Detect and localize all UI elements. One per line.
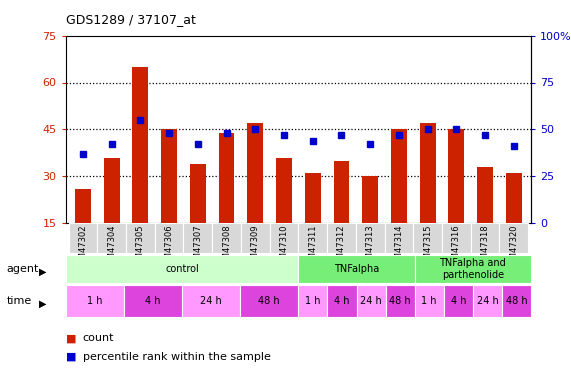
FancyBboxPatch shape xyxy=(298,285,327,317)
Text: 48 h: 48 h xyxy=(389,296,411,306)
Bar xyxy=(448,129,464,223)
Text: GSM47307: GSM47307 xyxy=(194,224,202,270)
Text: 24 h: 24 h xyxy=(360,296,382,306)
FancyBboxPatch shape xyxy=(270,223,298,253)
Text: ■: ■ xyxy=(66,333,76,343)
Text: TNFalpha: TNFalpha xyxy=(334,264,379,274)
FancyBboxPatch shape xyxy=(413,223,442,253)
FancyBboxPatch shape xyxy=(444,285,473,317)
Text: ▶: ▶ xyxy=(39,299,46,309)
FancyBboxPatch shape xyxy=(473,285,502,317)
Text: ■: ■ xyxy=(66,352,76,362)
FancyBboxPatch shape xyxy=(327,223,356,253)
Bar xyxy=(477,167,493,223)
FancyBboxPatch shape xyxy=(442,223,471,253)
FancyBboxPatch shape xyxy=(155,223,183,253)
Text: GSM47316: GSM47316 xyxy=(452,224,461,270)
Text: 24 h: 24 h xyxy=(200,296,222,306)
Text: 48 h: 48 h xyxy=(506,296,527,306)
Text: count: count xyxy=(83,333,114,343)
Bar xyxy=(506,173,522,223)
FancyBboxPatch shape xyxy=(500,223,528,253)
FancyBboxPatch shape xyxy=(182,285,240,317)
FancyBboxPatch shape xyxy=(415,255,531,283)
Text: GSM47314: GSM47314 xyxy=(395,224,403,270)
FancyBboxPatch shape xyxy=(502,285,531,317)
FancyBboxPatch shape xyxy=(298,255,415,283)
Text: 4 h: 4 h xyxy=(451,296,466,306)
FancyBboxPatch shape xyxy=(356,223,384,253)
Text: TNFalpha and
parthenolide: TNFalpha and parthenolide xyxy=(440,258,506,280)
Text: GSM47304: GSM47304 xyxy=(107,224,116,270)
FancyBboxPatch shape xyxy=(356,285,385,317)
Text: GSM47312: GSM47312 xyxy=(337,224,346,270)
Text: GDS1289 / 37107_at: GDS1289 / 37107_at xyxy=(66,13,195,26)
Text: time: time xyxy=(7,296,32,306)
FancyBboxPatch shape xyxy=(241,223,270,253)
Text: GSM47302: GSM47302 xyxy=(78,224,87,270)
Text: GSM47313: GSM47313 xyxy=(365,224,375,270)
Text: GSM47320: GSM47320 xyxy=(509,224,518,270)
FancyBboxPatch shape xyxy=(69,223,97,253)
FancyBboxPatch shape xyxy=(240,285,298,317)
Bar xyxy=(219,132,235,223)
Bar xyxy=(420,123,436,223)
FancyBboxPatch shape xyxy=(183,223,212,253)
Text: GSM47305: GSM47305 xyxy=(136,224,145,270)
FancyBboxPatch shape xyxy=(97,223,126,253)
FancyBboxPatch shape xyxy=(384,223,413,253)
Text: GSM47318: GSM47318 xyxy=(481,224,489,270)
FancyBboxPatch shape xyxy=(124,285,182,317)
Text: GSM47306: GSM47306 xyxy=(164,224,174,270)
FancyBboxPatch shape xyxy=(212,223,241,253)
FancyBboxPatch shape xyxy=(385,285,415,317)
Bar xyxy=(161,129,177,223)
Text: 4 h: 4 h xyxy=(334,296,349,306)
Bar xyxy=(305,173,320,223)
FancyBboxPatch shape xyxy=(298,223,327,253)
FancyBboxPatch shape xyxy=(66,285,124,317)
Bar xyxy=(391,129,407,223)
Bar xyxy=(276,158,292,223)
FancyBboxPatch shape xyxy=(471,223,500,253)
FancyBboxPatch shape xyxy=(415,285,444,317)
FancyBboxPatch shape xyxy=(126,223,155,253)
Bar xyxy=(362,176,378,223)
Text: 1 h: 1 h xyxy=(305,296,321,306)
FancyBboxPatch shape xyxy=(66,255,298,283)
Text: ▶: ▶ xyxy=(39,267,46,276)
Text: agent: agent xyxy=(7,264,39,274)
Text: 1 h: 1 h xyxy=(421,296,437,306)
Text: control: control xyxy=(165,264,199,274)
Bar xyxy=(104,158,119,223)
Text: GSM47308: GSM47308 xyxy=(222,224,231,270)
Text: GSM47309: GSM47309 xyxy=(251,224,260,270)
Text: GSM47315: GSM47315 xyxy=(423,224,432,270)
Text: percentile rank within the sample: percentile rank within the sample xyxy=(83,352,271,362)
Text: GSM47310: GSM47310 xyxy=(279,224,288,270)
Bar xyxy=(247,123,263,223)
Text: 24 h: 24 h xyxy=(477,296,498,306)
Text: 48 h: 48 h xyxy=(259,296,280,306)
Bar xyxy=(132,67,148,223)
FancyBboxPatch shape xyxy=(327,285,356,317)
Text: GSM47311: GSM47311 xyxy=(308,224,317,270)
Bar xyxy=(333,160,349,223)
Bar xyxy=(190,164,206,223)
Bar xyxy=(75,189,91,223)
Text: 4 h: 4 h xyxy=(145,296,160,306)
Text: 1 h: 1 h xyxy=(87,296,103,306)
